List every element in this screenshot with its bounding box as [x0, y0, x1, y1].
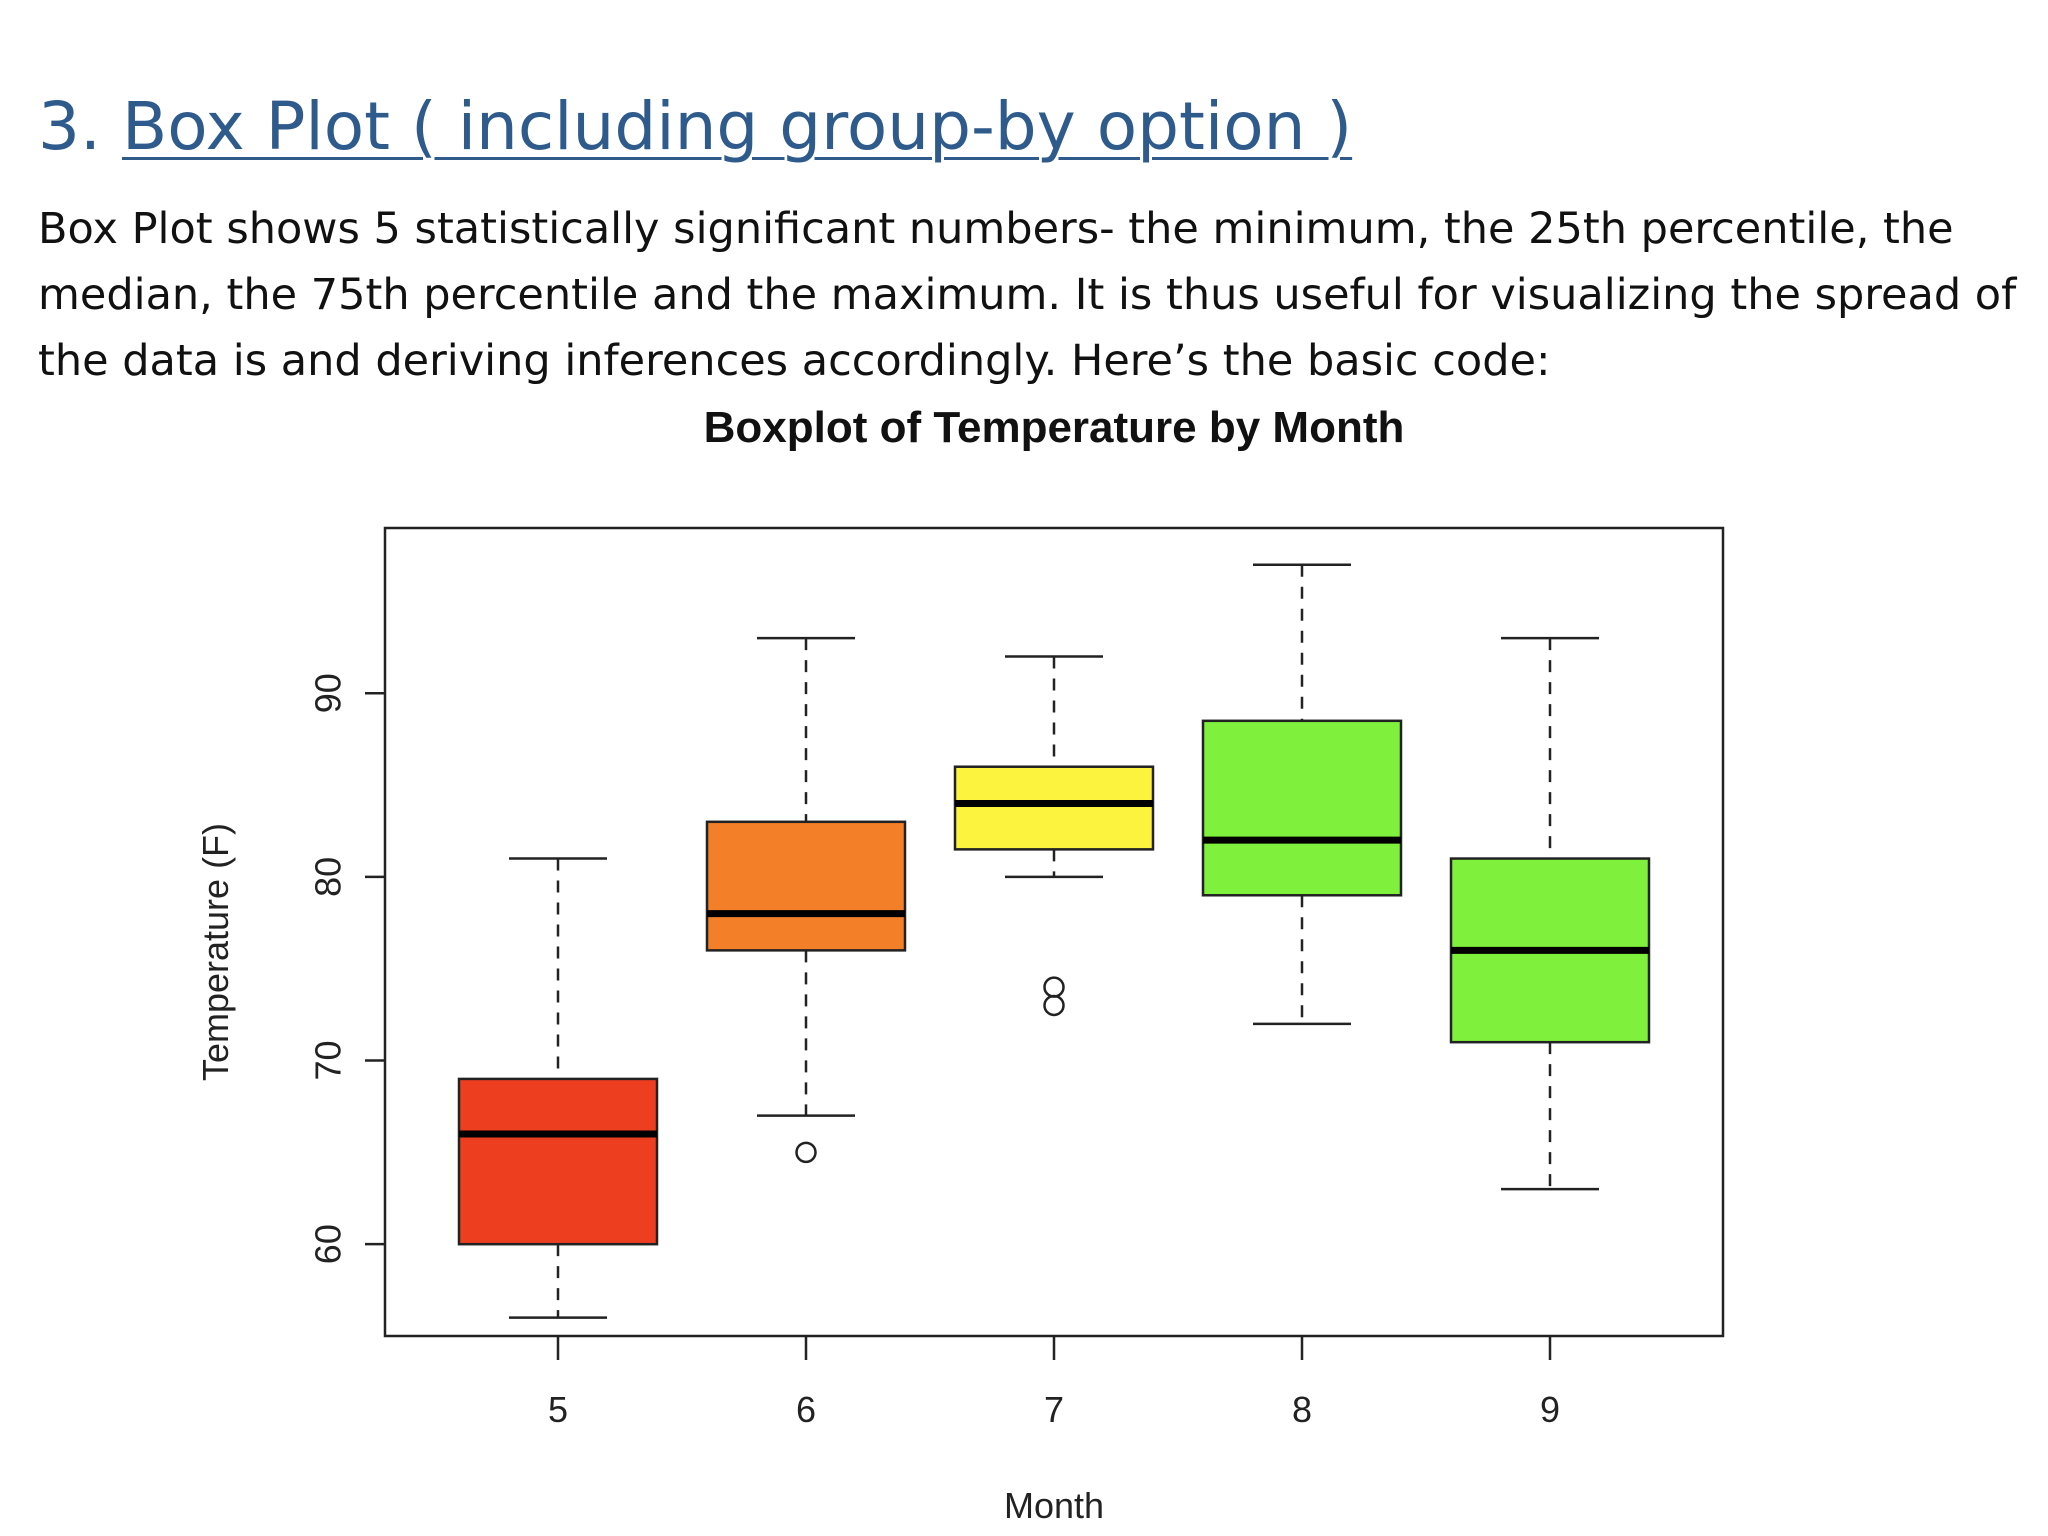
chart-title: Boxplot of Temperature by Month	[704, 403, 1405, 452]
y-tick-label: 80	[308, 857, 349, 897]
outlier-point	[795, 1141, 817, 1164]
x-axis-label: Month	[1004, 1485, 1104, 1526]
title-number: 3.	[38, 88, 122, 165]
x-tick-label: 8	[1292, 1389, 1312, 1430]
x-tick-label: 6	[796, 1389, 816, 1430]
y-tick-label: 70	[308, 1041, 349, 1081]
outlier-point	[1043, 976, 1065, 998]
slide-body-text: Box Plot shows 5 statistically significa…	[38, 204, 2017, 386]
x-tick-label: 7	[1044, 1389, 1064, 1430]
outlier-point	[1043, 994, 1065, 1017]
x-tick-label: 9	[1540, 1389, 1560, 1430]
x-tick-label: 5	[548, 1389, 568, 1430]
slide-title: 3. Box Plot ( including group-by option …	[38, 94, 1352, 160]
y-tick-label: 60	[308, 1224, 349, 1264]
box-7	[953, 765, 1155, 851]
box-5	[457, 1077, 659, 1246]
y-axis-label: Temperature (F)	[195, 823, 236, 1081]
box-6	[705, 820, 907, 952]
title-link[interactable]: Box Plot ( including group-by option )	[121, 88, 1353, 165]
y-tick-label: 90	[308, 673, 349, 713]
box-8	[1201, 719, 1403, 897]
